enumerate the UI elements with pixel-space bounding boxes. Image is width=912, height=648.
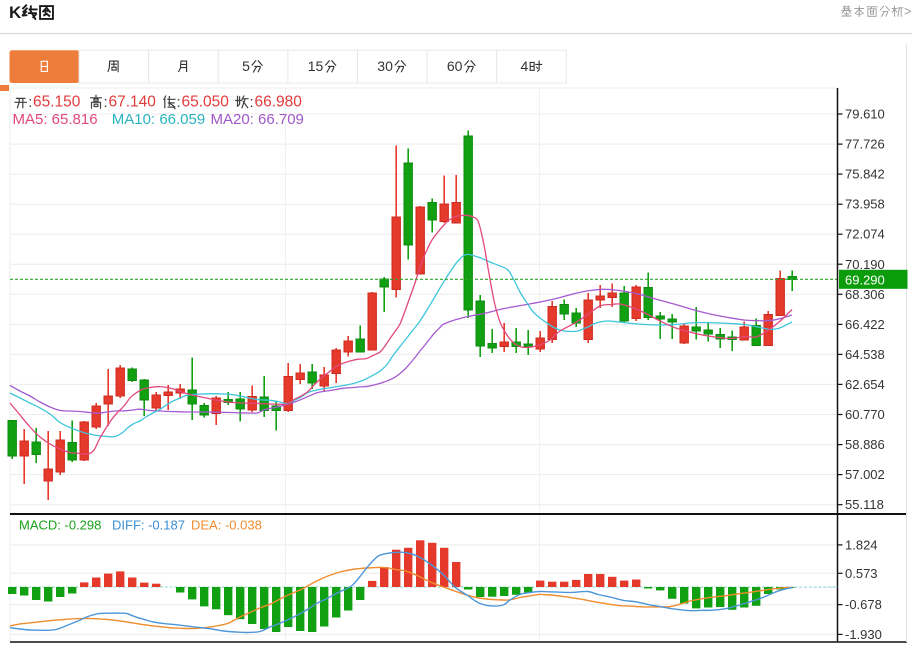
svg-text:>: > bbox=[904, 4, 911, 19]
svg-text:57.002: 57.002 bbox=[845, 467, 885, 482]
svg-text:1.824: 1.824 bbox=[845, 537, 878, 552]
svg-text::: : bbox=[177, 94, 181, 111]
svg-text:64.538: 64.538 bbox=[845, 347, 885, 362]
svg-text:66.422: 66.422 bbox=[845, 317, 885, 332]
svg-text:60: 60 bbox=[447, 58, 463, 74]
svg-text:65.150: 65.150 bbox=[33, 94, 81, 111]
svg-text:68.306: 68.306 bbox=[845, 287, 885, 302]
svg-text:30: 30 bbox=[377, 58, 393, 74]
svg-text:66.980: 66.980 bbox=[255, 94, 303, 111]
svg-text:MACD: -0.298: MACD: -0.298 bbox=[19, 518, 101, 533]
svg-text:DEA: -0.038: DEA: -0.038 bbox=[191, 518, 262, 533]
svg-text:77.726: 77.726 bbox=[845, 137, 885, 152]
svg-text:4: 4 bbox=[521, 58, 529, 74]
svg-text:58.886: 58.886 bbox=[845, 437, 885, 452]
svg-text:70.190: 70.190 bbox=[845, 257, 885, 272]
svg-text:0.573: 0.573 bbox=[845, 566, 878, 581]
svg-text:67.140: 67.140 bbox=[109, 94, 157, 111]
svg-text:55.118: 55.118 bbox=[845, 497, 884, 512]
svg-text:MA5: 65.816: MA5: 65.816 bbox=[13, 111, 98, 128]
svg-text:MA10: 66.059: MA10: 66.059 bbox=[112, 111, 205, 128]
svg-text:MA20: 66.709: MA20: 66.709 bbox=[211, 111, 304, 128]
svg-text:K: K bbox=[9, 3, 22, 22]
svg-text:DIFF: -0.187: DIFF: -0.187 bbox=[112, 518, 185, 533]
svg-text::: : bbox=[250, 94, 254, 111]
svg-text:15: 15 bbox=[308, 58, 324, 74]
svg-text:65.050: 65.050 bbox=[182, 94, 230, 111]
svg-text:60.770: 60.770 bbox=[845, 407, 885, 422]
svg-text:69.290: 69.290 bbox=[845, 272, 885, 287]
svg-text:79.610: 79.610 bbox=[845, 107, 885, 122]
svg-text::: : bbox=[104, 94, 108, 111]
svg-text:-1.930: -1.930 bbox=[845, 627, 882, 642]
svg-text:73.958: 73.958 bbox=[845, 197, 885, 212]
svg-text::: : bbox=[28, 94, 32, 111]
svg-text:-0.678: -0.678 bbox=[845, 597, 882, 612]
svg-text:62.654: 62.654 bbox=[845, 377, 885, 392]
svg-text:72.074: 72.074 bbox=[845, 227, 885, 242]
svg-text:75.842: 75.842 bbox=[845, 167, 885, 182]
svg-text:5: 5 bbox=[242, 58, 250, 74]
